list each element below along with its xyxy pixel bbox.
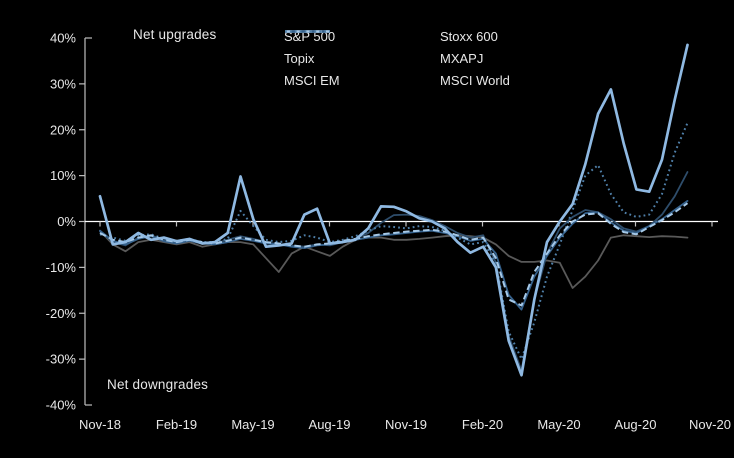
legend-label-msci-em: MSCI EM (284, 73, 340, 88)
y-tick-label: 20% (50, 122, 76, 137)
x-tick-label: Nov-20 (689, 417, 731, 432)
legend-label-stoxx-600: Stoxx 600 (440, 29, 498, 44)
x-tick-label: Feb-20 (462, 417, 503, 432)
y-tick-label: 10% (50, 168, 76, 183)
x-tick-label: Feb-19 (156, 417, 197, 432)
y-axis: 40% 30% 20% 10% 0% -10% -20% -30% -40% (46, 31, 92, 413)
y-tick-label: -10% (46, 260, 77, 275)
series-line-mxapj (99, 199, 689, 311)
x-tick-label: Aug-20 (615, 417, 657, 432)
legend-item-msci-em: MSCI EM (284, 30, 440, 89)
x-axis: Nov-18 Feb-19 May-19 Aug-19 Nov-19 Feb-20 May-… (79, 220, 731, 432)
x-tick-label: May-20 (537, 417, 580, 432)
annotation-net-upgrades: Net upgrades (133, 27, 217, 42)
y-tick-label: 40% (50, 31, 76, 46)
series-line-msci-em (99, 202, 689, 307)
legend-label-topix: Topix (284, 51, 315, 66)
x-tick-label: May-19 (231, 417, 274, 432)
annotation-net-downgrades: Net downgrades (107, 377, 209, 392)
legend-item-mxapj: MXAPJ (285, 30, 630, 67)
series-line-stoxx-600 (99, 171, 689, 372)
y-tick-label: -30% (46, 352, 77, 367)
legend-item-msci-world: MSCI World (285, 30, 630, 89)
x-tick-label: Aug-19 (309, 417, 351, 432)
legend-swatch-msci-em-line-icon (285, 30, 330, 33)
series-line-topix (99, 229, 689, 289)
series-lines (98, 43, 689, 377)
series-line-s-p-500 (98, 43, 689, 377)
legend-item-topix: Topix (284, 30, 440, 67)
y-tick-label: -20% (46, 306, 77, 321)
series-line-msci-world (99, 122, 689, 361)
y-tick-label: 30% (50, 76, 76, 91)
x-tick-label: Nov-19 (385, 417, 427, 432)
legend-label-msci-world: MSCI World (440, 73, 510, 88)
legend-swatch-msci-world-line-icon (285, 30, 330, 33)
legend-label-mxapj: MXAPJ (440, 51, 484, 66)
x-tick-label: Nov-18 (79, 417, 121, 432)
chart-legend: S&P 500 Stoxx 600 Topix MXAPJ MSCI EM MSCI Wo… (284, 28, 630, 89)
legend-item-stoxx-600: Stoxx 600 (285, 28, 630, 45)
y-tick-label: -40% (46, 398, 77, 413)
y-tick-label: 0% (57, 214, 76, 229)
